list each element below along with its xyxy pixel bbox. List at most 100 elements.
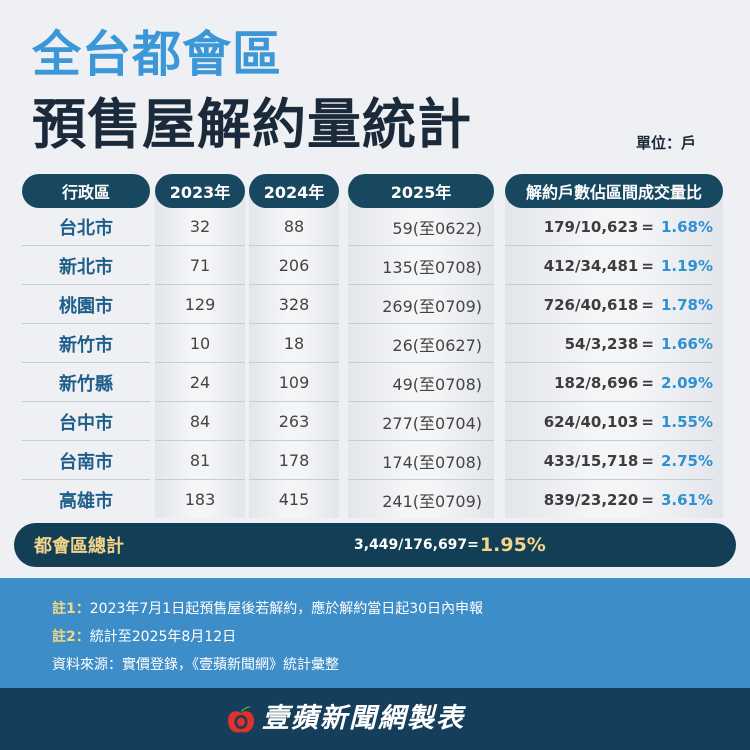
district-cell: 桃園市 [59,295,113,317]
ratio-fraction: 412/34,481 [543,256,639,275]
table-row: 台中市 84 263 277(至0704) 624/40,103 = 1.55% [0,402,750,441]
total-bar: 都會區總計 3,449/176,697= 1.95% [14,523,736,567]
ratio-fraction: 839/23,220 [543,490,639,509]
ratio-percent: 1.78% [660,295,713,314]
year-2024-cell: 415 [278,490,310,509]
ratio-equals: = [641,217,654,236]
ratio-percent: 2.09% [660,373,713,392]
ratio-cell: 726/40,618 = 1.78% [505,285,713,324]
year-2025-cell: 269(至0709) [382,296,482,316]
note-2: 註2：統計至2025年8月12日 [52,626,236,646]
ratio-equals: = [641,256,654,275]
title-line-1: 全台都會區 [32,26,283,83]
note-2-text: 統計至2025年8月12日 [89,629,237,645]
ratio-percent: 1.55% [660,412,713,431]
year-2025-cell: 135(至0708) [382,257,482,277]
ratio-fraction: 179/10,623 [543,217,639,236]
column-shade-2025 [348,192,494,518]
ratio-equals: = [641,295,654,314]
district-cell: 新竹市 [59,334,113,356]
ratio-equals: = [641,373,654,392]
row-divider [22,245,713,246]
year-2024-cell: 263 [278,412,310,431]
table-row: 台南市 81 178 174(至0708) 433/15,718 = 2.75% [0,441,750,480]
header-district: 行政區 [22,174,150,208]
ratio-fraction: 624/40,103 [543,412,639,431]
brand-label: 壹蘋新聞網製表 [262,703,465,734]
ratio-fraction: 433/15,718 [543,451,639,470]
year-2023-cell: 183 [184,490,216,509]
year-2025-cell: 241(至0709) [382,491,482,511]
ratio-equals: = [641,451,654,470]
year-2023-cell: 71 [189,256,211,275]
table-row: 新竹縣 24 109 49(至0708) 182/8,696 = 2.09% [0,363,750,402]
note-1: 註1：2023年7月1日起預售屋後若解約，應於解約當日起30日內申報 [52,598,483,618]
table-row: 高雄市 183 415 241(至0709) 839/23,220 = 3.61% [0,480,750,519]
unit-label: 單位：戶 [636,134,697,152]
header-2025: 2025年 [348,174,494,208]
row-divider [22,284,713,285]
header-ratio: 解約戶數佔區間成交量比 [505,174,723,208]
source-note: 資料來源：實價登錄，《壹蘋新聞網》統計彙整 [52,657,339,673]
ratio-equals: = [641,490,654,509]
year-2023-cell: 129 [184,295,216,314]
row-divider [22,440,713,441]
year-2024-cell: 109 [278,373,310,392]
note-1-tag: 註1： [52,601,90,617]
total-label: 都會區總計 [34,536,124,557]
note-1-text: 2023年7月1日起預售屋後若解約，應於解約當日起30日內申報 [89,601,484,617]
year-2024-cell: 178 [278,451,310,470]
year-2025-cell: 26(至0627) [392,335,482,355]
year-2024-cell: 328 [278,295,310,314]
ratio-cell: 433/15,718 = 2.75% [505,441,713,480]
total-ratio: 3,449/176,697= [354,537,479,553]
ratio-fraction: 182/8,696 [554,373,639,392]
district-cell: 台南市 [59,451,113,473]
apple-logo-icon [228,706,254,733]
ratio-cell: 412/34,481 = 1.19% [505,246,713,285]
footer: 壹蘋新聞網製表 [0,688,750,750]
year-2025-cell: 49(至0708) [392,374,482,394]
district-cell: 高雄市 [59,490,113,512]
district-cell: 新北市 [59,256,113,278]
ratio-cell: 182/8,696 = 2.09% [505,363,713,402]
district-cell: 台中市 [59,412,113,434]
district-cell: 台北市 [59,217,113,239]
ratio-cell: 839/23,220 = 3.61% [505,480,713,519]
notes-panel: 註1：2023年7月1日起預售屋後若解約，應於解約當日起30日內申報 註2：統計… [0,578,750,688]
year-2025-cell: 174(至0708) [382,452,482,472]
year-2025-cell: 59(至0622) [392,218,482,238]
year-2024-cell: 18 [283,334,305,353]
ratio-percent: 1.19% [660,256,713,275]
row-divider [22,362,713,363]
table-row: 新北市 71 206 135(至0708) 412/34,481 = 1.19% [0,246,750,285]
ratio-fraction: 726/40,618 [543,295,639,314]
column-shade-2023 [155,192,245,518]
year-2023-cell: 10 [189,334,211,353]
year-2023-cell: 32 [189,217,211,236]
ratio-equals: = [641,334,654,353]
row-divider [22,401,713,402]
year-2023-cell: 84 [189,412,211,431]
row-divider [22,479,713,480]
year-2024-cell: 88 [283,217,305,236]
year-2025-cell: 277(至0704) [382,413,482,433]
ratio-cell: 54/3,238 = 1.66% [505,324,713,363]
row-divider [22,323,713,324]
ratio-fraction: 54/3,238 [564,334,639,353]
district-cell: 新竹縣 [59,373,113,395]
table-row: 新竹市 10 18 26(至0627) 54/3,238 = 1.66% [0,324,750,363]
title-line-2: 預售屋解約量統計 [32,93,472,156]
year-2023-cell: 24 [189,373,211,392]
ratio-equals: = [641,412,654,431]
ratio-percent: 1.66% [660,334,713,353]
header-2024: 2024年 [249,174,339,208]
ratio-percent: 1.68% [660,217,713,236]
total-percent: 1.95% [479,534,546,556]
ratio-cell: 179/10,623 = 1.68% [505,207,713,246]
column-shade-2024 [249,192,339,518]
table-row: 台北市 32 88 59(至0622) 179/10,623 = 1.68% [0,207,750,246]
table-row: 桃園市 129 328 269(至0709) 726/40,618 = 1.78% [0,285,750,324]
ratio-cell: 624/40,103 = 1.55% [505,402,713,441]
year-2023-cell: 81 [189,451,211,470]
